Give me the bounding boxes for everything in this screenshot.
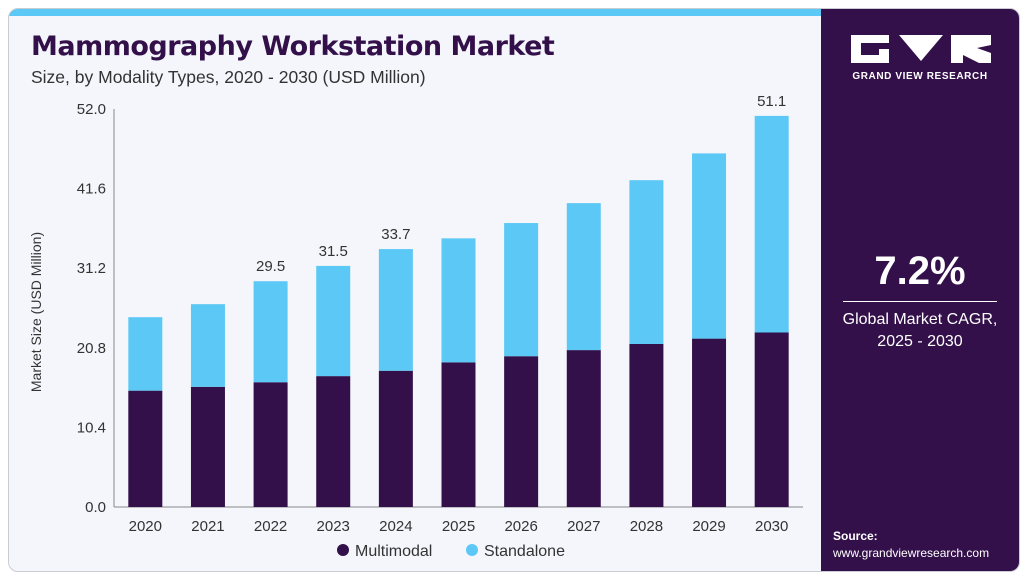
bar-multimodal-2023 [316,376,351,507]
bar-multimodal-2021 [190,386,225,507]
logo-text: GRAND VIEW RESEARCH [852,71,988,82]
x-tick-label: 2030 [755,518,788,535]
y-tick-label: 20.8 [77,340,106,357]
total-labels: 29.5 31.5 33.7 51.1 [256,93,786,275]
total-label-2023: 31.5 [319,243,348,260]
bar-standalone-2022 [253,281,288,383]
x-tick-label: 2028 [630,518,663,535]
x-tick-label: 2027 [567,518,600,535]
legend-label-standalone: Standalone [484,543,565,560]
report-card: Mammography Workstation Market Size, by … [8,8,1020,572]
x-tick-label: 2029 [692,518,725,535]
y-tick-label: 31.2 [77,260,106,277]
bar-standalone-2030 [754,115,789,333]
total-label-2024: 33.7 [381,226,410,243]
accent-bar [9,9,821,16]
cagr-label: Global Market CAGR, 2025 - 2030 [821,309,1019,353]
bar-standalone-2028 [629,180,664,344]
bar-standalone-2021 [190,304,225,387]
legend: Multimodal Standalone [337,543,565,560]
bar-multimodal-2020 [128,390,163,507]
y-tick-label: 52.0 [77,101,106,118]
bar-multimodal-2027 [566,350,601,507]
y-axis-title-group: Market Size (USD Million) [28,232,44,392]
bar-standalone-2026 [504,223,539,357]
y-tick-label: 0.0 [85,499,106,516]
bar-multimodal-2030 [754,332,789,507]
total-label-2022: 29.5 [256,258,285,275]
bar-standalone-2025 [441,238,476,363]
x-tick-label: 2025 [442,518,475,535]
grand-view-research-logo-icon [851,35,991,63]
bar-standalone-2024 [378,249,413,371]
y-tick-labels: 0.0 10.4 20.8 31.2 41.6 52.0 [77,101,106,516]
x-tick-label: 2020 [129,518,162,535]
x-tick-label: 2023 [317,518,350,535]
bar-standalone-2023 [316,265,351,377]
x-tick-label: 2026 [504,518,537,535]
y-tick-label: 10.4 [77,419,106,436]
x-tick-label: 2024 [379,518,412,535]
chart-title: Mammography Workstation Market [31,31,555,62]
y-axis-title: Market Size (USD Million) [28,232,44,392]
x-tick-label: 2022 [254,518,287,535]
cagr-label-line2: 2025 - 2030 [877,333,963,350]
bar-multimodal-2025 [441,362,476,507]
bar-multimodal-2026 [504,356,539,507]
x-tick-labels: 2020 2021 2022 2023 2024 2025 2026 2027 2028 2029… [129,518,789,535]
bar-chart: Market Size (USD Million) 0.0 10.4 20.8 31.… [28,93,803,560]
bar-standalone-2029 [692,153,727,339]
cagr-label-line1: Global Market CAGR, [842,311,998,328]
bar-standalone-2027 [566,203,601,351]
bars-group [128,115,789,507]
source-url[interactable]: www.grandviewresearch.com [833,546,990,560]
legend-label-multimodal: Multimodal [355,543,432,560]
bar-multimodal-2022 [253,382,288,507]
bar-multimodal-2029 [692,338,727,507]
chart-subtitle: Size, by Modality Types, 2020 - 2030 (US… [31,67,426,87]
bar-multimodal-2024 [378,370,413,507]
sidebar-panel: GRAND VIEW RESEARCH 7.2% Global Market C… [821,9,1019,571]
total-label-2030: 51.1 [757,93,786,110]
source-title: Source: [833,529,878,543]
bar-multimodal-2028 [629,343,664,507]
legend-marker-multimodal [337,544,349,556]
bar-standalone-2020 [128,317,163,391]
x-tick-label: 2021 [191,518,224,535]
cagr-value: 7.2% [874,249,966,293]
cagr-divider [843,301,997,302]
y-tick-label: 41.6 [77,181,106,198]
legend-marker-standalone [466,544,478,556]
